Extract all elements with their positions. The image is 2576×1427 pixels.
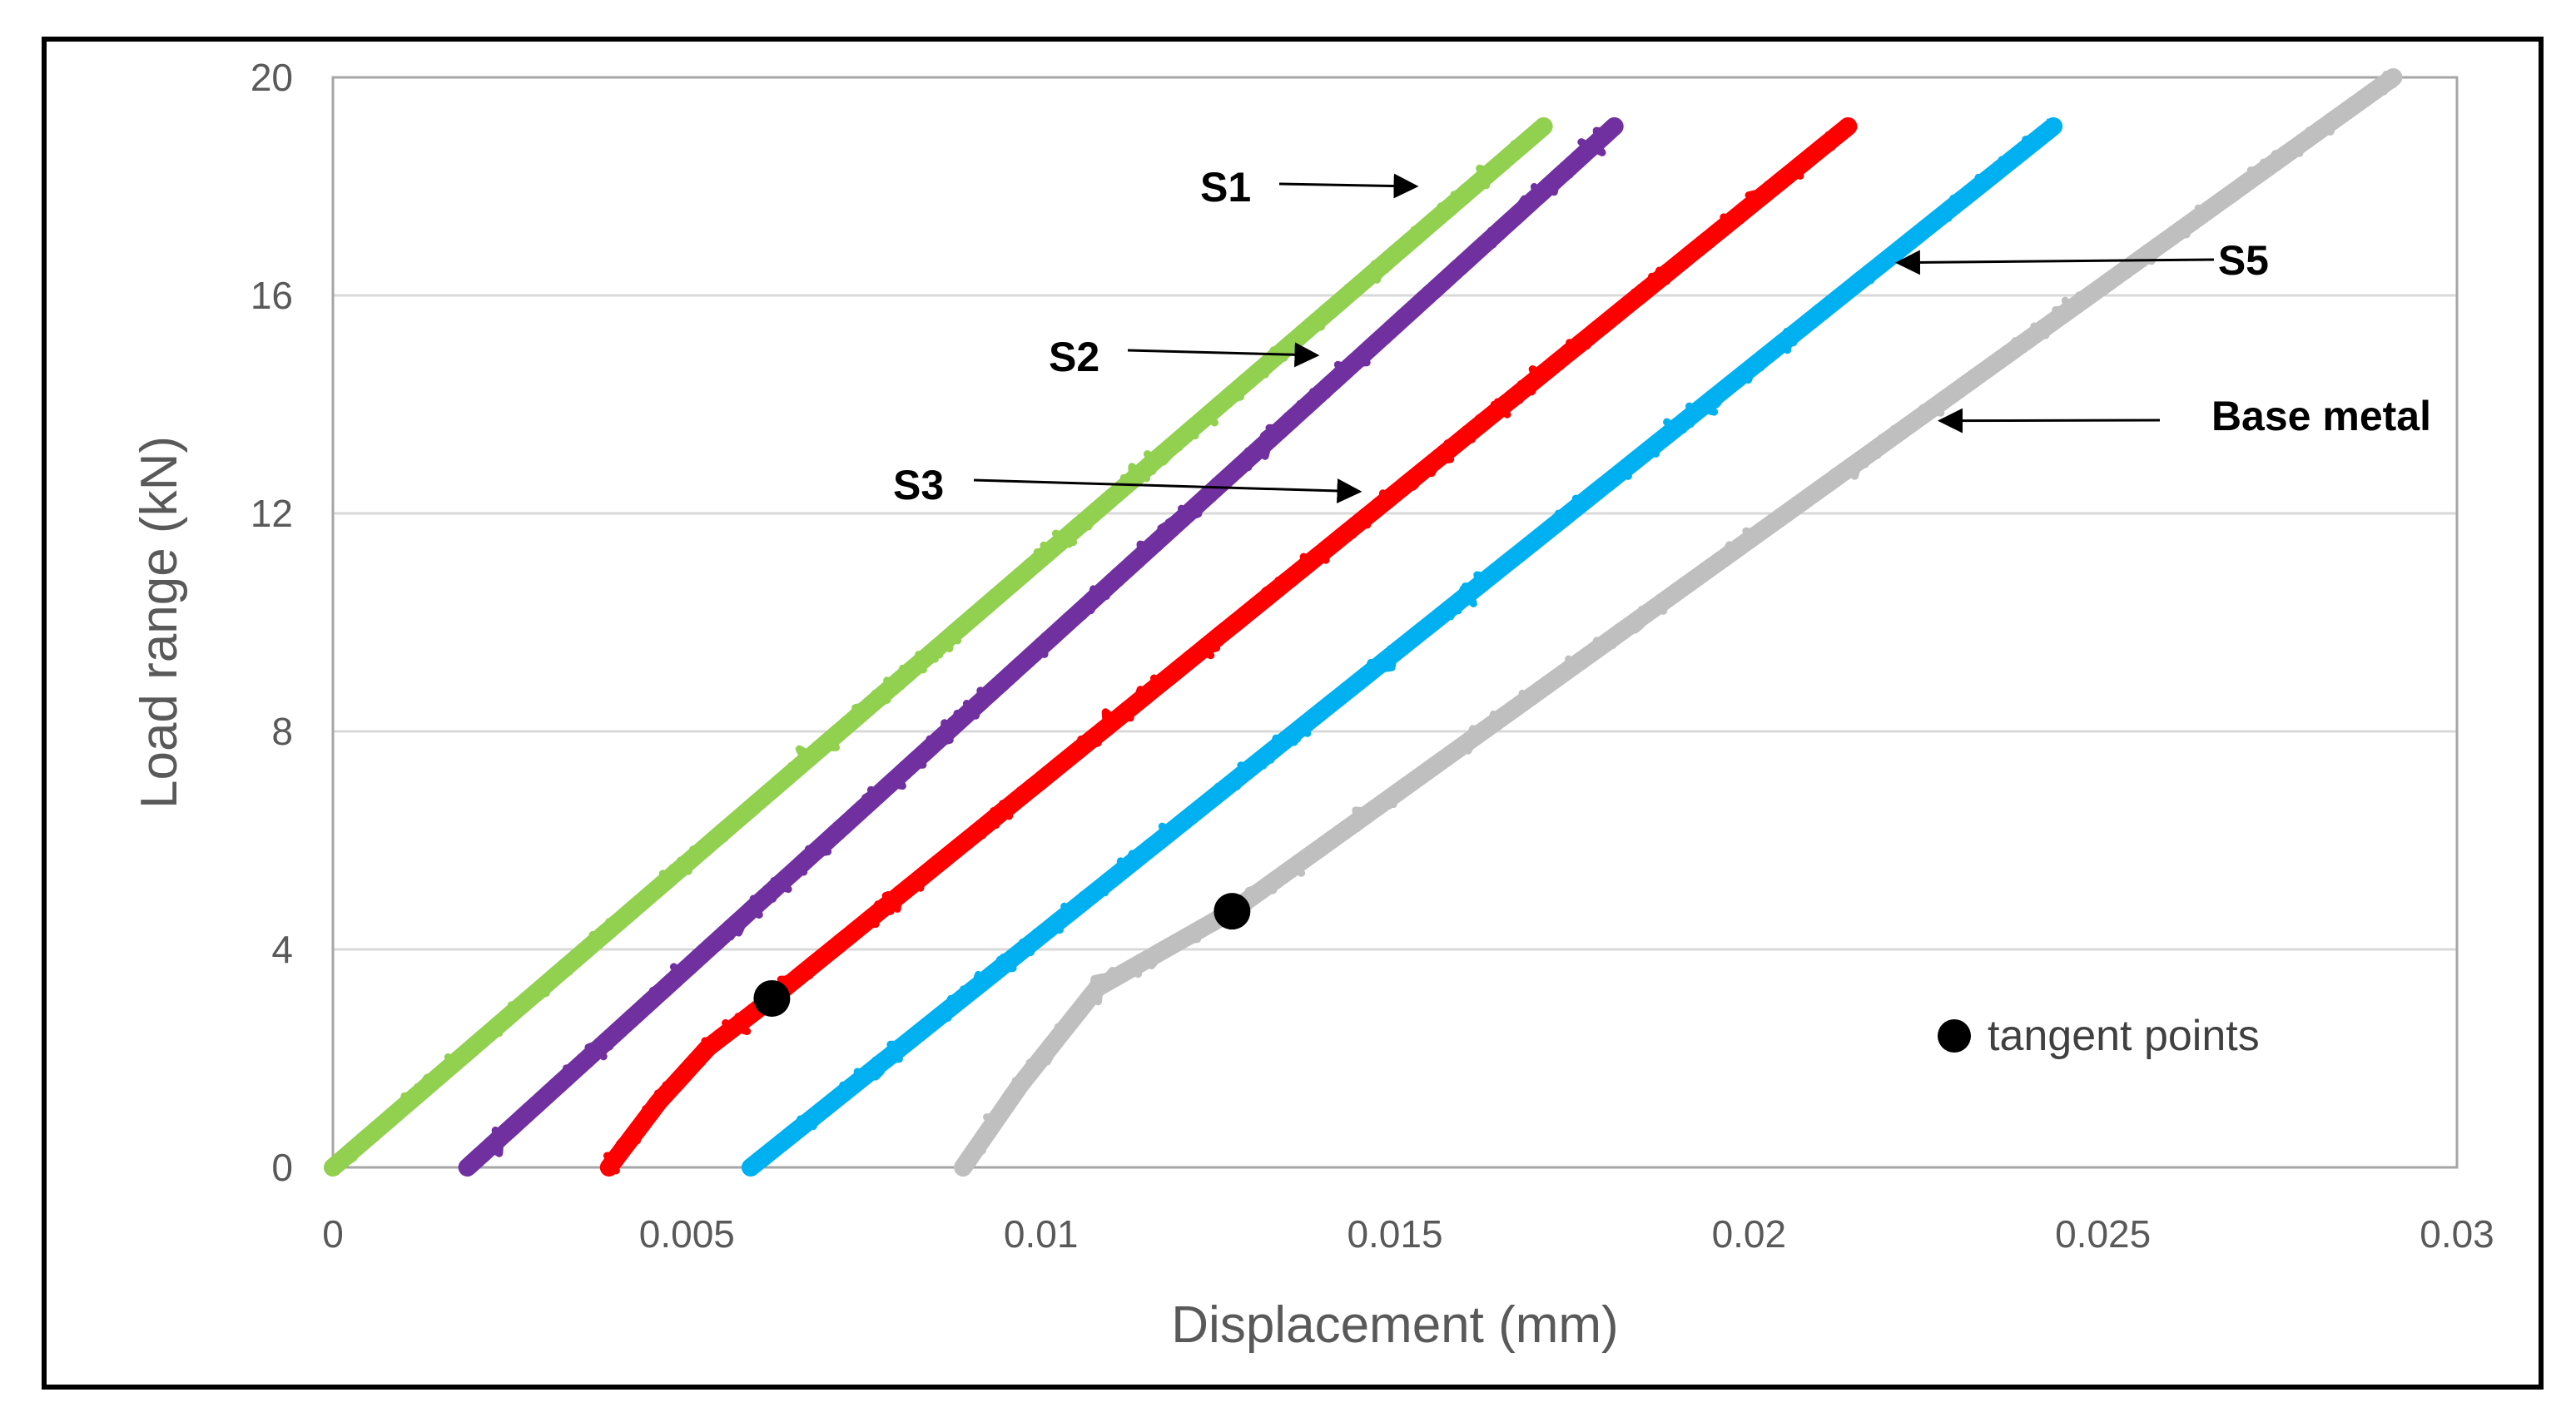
series-2 bbox=[458, 116, 1624, 1177]
x-tick-label: 0.025 bbox=[2055, 1212, 2151, 1256]
annotations: S1 S2 S3 S5 Base metal bbox=[893, 164, 2431, 508]
x-tick-label: 0.02 bbox=[1712, 1212, 1787, 1256]
series-noise bbox=[466, 124, 1617, 1172]
series-layer bbox=[324, 68, 2403, 1177]
tangent-point-marker bbox=[753, 979, 791, 1017]
legend-marker bbox=[1938, 1019, 1971, 1053]
series-5 bbox=[954, 68, 2403, 1177]
series-1 bbox=[324, 116, 1553, 1177]
x-tick-label: 0 bbox=[322, 1212, 344, 1256]
annotation-label: S3 bbox=[893, 462, 944, 508]
series-line bbox=[954, 68, 2403, 1177]
tangent-point-marker bbox=[1214, 893, 1251, 930]
y-tick-label: 16 bbox=[251, 274, 293, 317]
y-tick-label: 4 bbox=[271, 928, 293, 971]
annotation-arrow bbox=[1894, 250, 2215, 275]
x-axis-title: Displacement (mm) bbox=[1171, 1296, 1618, 1354]
y-axis-title: Load range (kN) bbox=[131, 436, 188, 809]
annotation-label: S1 bbox=[1200, 164, 1251, 211]
y-tick-label: 8 bbox=[271, 710, 293, 753]
legend-label: tangent points bbox=[1988, 1012, 2260, 1060]
annotation-arrow bbox=[973, 478, 1362, 503]
annotation-arrow bbox=[1938, 408, 2161, 434]
annotation-label: S5 bbox=[2218, 237, 2269, 284]
plot-area bbox=[331, 76, 2459, 1169]
y-tick-label: 20 bbox=[251, 56, 293, 99]
y-tick-label: 12 bbox=[251, 492, 293, 535]
x-tick-label: 0.01 bbox=[1004, 1212, 1079, 1256]
x-tick-label: 0.015 bbox=[1347, 1212, 1442, 1256]
series-noise bbox=[330, 124, 1545, 1172]
tangent-markers bbox=[753, 893, 1251, 1017]
annotation-label: S2 bbox=[1049, 334, 1099, 380]
x-tick-label: 0.005 bbox=[639, 1212, 735, 1256]
series-noise bbox=[603, 121, 1850, 1175]
annotation-label: Base metal bbox=[2211, 393, 2431, 439]
annotation-arrow bbox=[1127, 342, 1320, 368]
y-tick-label: 0 bbox=[271, 1146, 293, 1189]
series-3 bbox=[599, 116, 1858, 1177]
legend: tangent points bbox=[1938, 1012, 2260, 1060]
series-noise bbox=[744, 118, 2061, 1174]
gridlines bbox=[333, 294, 2457, 951]
annotation-arrow bbox=[1278, 173, 1419, 199]
series-noise bbox=[960, 71, 2398, 1175]
tick-labels: 0 4 8 12 16 20 0 0.005 0.01 0.015 0.02 0.025 0.03 bbox=[251, 56, 2494, 1256]
x-tick-label: 0.03 bbox=[2420, 1212, 2494, 1256]
series-4 bbox=[741, 116, 2063, 1177]
